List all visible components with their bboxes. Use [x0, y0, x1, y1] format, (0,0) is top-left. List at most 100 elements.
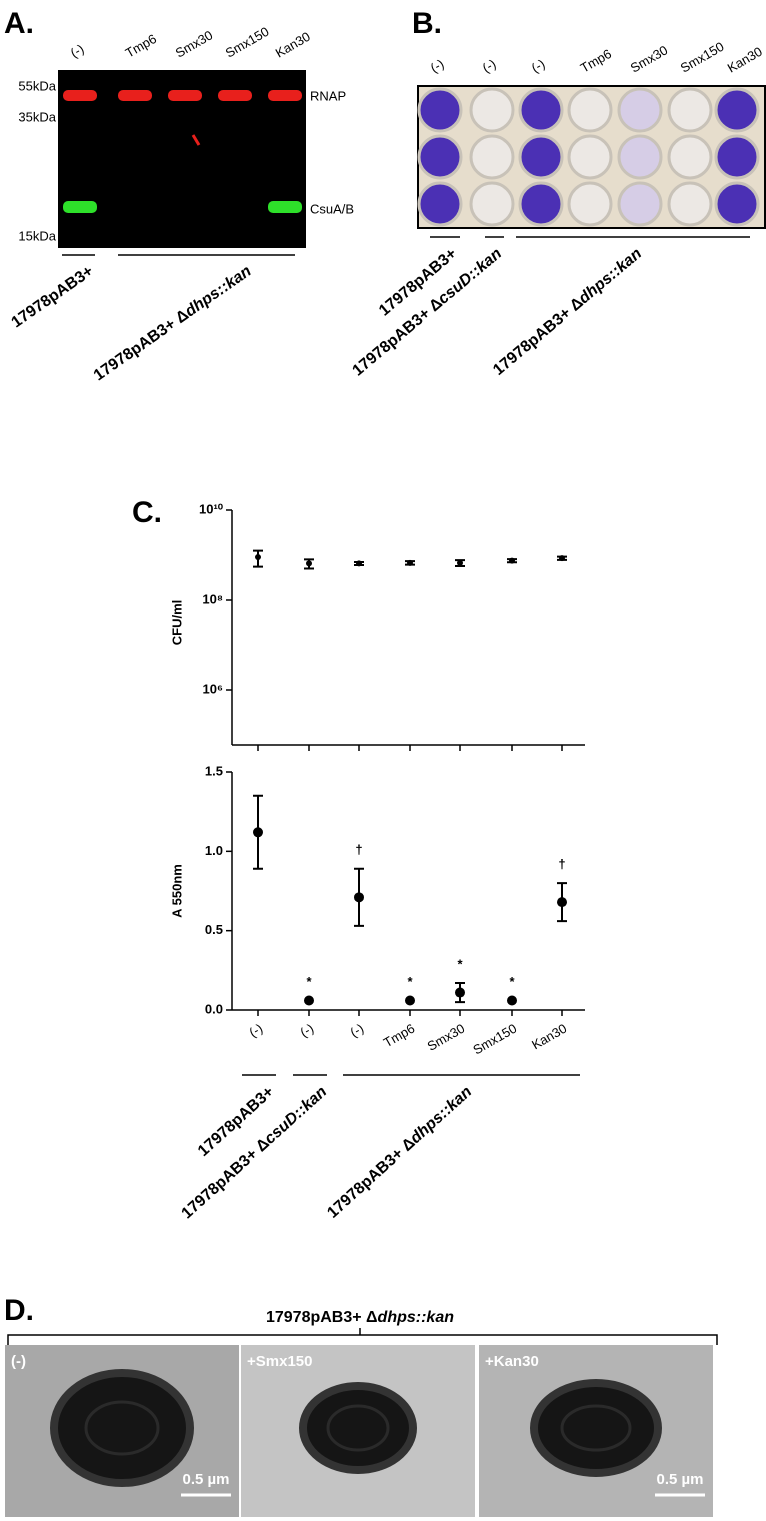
label-text: 17978pAB3+	[9, 263, 97, 332]
column-label: (-)	[480, 56, 499, 75]
well	[567, 181, 613, 227]
image-label: +Kan30	[485, 1353, 539, 1370]
lane-label: Tmp6	[123, 31, 159, 61]
x-tick-label: (-)	[297, 1021, 316, 1040]
x-tick-label: Smx150	[470, 1021, 519, 1058]
y-axis-label: A 550nm	[169, 864, 184, 918]
speck	[191, 134, 201, 146]
well	[567, 87, 613, 133]
annotation: *	[509, 974, 515, 989]
bracket	[7, 1328, 718, 1345]
y-tick-label: 10⁶	[203, 681, 223, 696]
data-point	[354, 892, 364, 903]
label-text: 17978pAB3+ Δ	[179, 1135, 273, 1222]
cell	[299, 1382, 417, 1474]
column-label: Smx150	[678, 39, 727, 76]
data-point	[455, 987, 465, 998]
well	[667, 87, 713, 133]
label-text: 17978pAB3+ Δ	[324, 1135, 418, 1222]
cell-inner	[560, 1404, 632, 1452]
label-italic: dhps::kan	[576, 245, 646, 307]
cell-inner	[84, 1400, 160, 1456]
y-tick-label: 0.0	[205, 1001, 223, 1016]
data-point	[509, 557, 515, 564]
data-point	[304, 995, 314, 1006]
well	[617, 181, 663, 227]
column-label: Smx30	[628, 42, 671, 75]
marker-label: 55kDa	[18, 78, 56, 93]
band	[268, 201, 302, 213]
marker-label: 35kDa	[18, 109, 56, 124]
panel-label: B.	[412, 7, 442, 40]
band	[218, 90, 252, 101]
label-text: 17978pAB3+ Δ	[490, 294, 586, 379]
column-label: (-)	[428, 56, 447, 75]
data-point	[306, 560, 312, 567]
lane-label: Kan30	[273, 29, 313, 61]
data-point	[356, 560, 362, 567]
band	[268, 90, 302, 101]
annotation: †	[558, 857, 565, 872]
cell	[50, 1369, 194, 1487]
y-tick-label: 10¹⁰	[199, 501, 224, 516]
data-point	[507, 995, 517, 1006]
x-tick-label: Smx30	[425, 1021, 468, 1054]
annotation: *	[407, 974, 413, 989]
panel-title: 17978pAB3+ Δdhps::kan	[266, 1309, 454, 1326]
band	[168, 90, 202, 101]
band-label: CsuA/B	[310, 201, 354, 216]
data-point	[253, 827, 263, 838]
well	[518, 134, 564, 180]
y-tick-label: 1.0	[205, 843, 223, 858]
label-italic: dhps::kan	[378, 1309, 455, 1326]
group-label: 17978pAB3+	[9, 263, 97, 332]
label-italic: dhps::kan	[407, 1083, 475, 1147]
y-tick-label: 1.5	[205, 763, 223, 778]
group-label: 17978pAB3+ Δdhps::kan	[490, 245, 645, 379]
band	[63, 90, 97, 101]
well	[617, 134, 663, 180]
panel-label: D.	[4, 1294, 34, 1327]
well	[417, 181, 463, 227]
x-tick-label: (-)	[347, 1021, 366, 1040]
label-text: 17978pAB3+ Δ	[91, 307, 192, 385]
well	[518, 87, 564, 133]
panel-label: A.	[4, 7, 34, 40]
column-label: Tmp6	[578, 46, 614, 76]
data-point	[559, 555, 565, 562]
data-point	[557, 897, 567, 908]
data-point	[255, 554, 261, 561]
group-label: 17978pAB3+ Δdhps::kan	[91, 263, 255, 385]
label-text: 17978pAB3+ Δ	[266, 1309, 378, 1326]
well	[714, 134, 760, 180]
annotation: *	[457, 956, 463, 971]
band	[63, 201, 97, 213]
well	[469, 181, 515, 227]
data-point	[457, 559, 463, 566]
y-tick-label: 10⁸	[202, 591, 223, 606]
column-label: Kan30	[725, 44, 765, 76]
well	[417, 134, 463, 180]
lane-label: Smx30	[173, 27, 216, 60]
well	[667, 134, 713, 180]
well	[714, 181, 760, 227]
well	[469, 87, 515, 133]
lane-label: Smx150	[223, 24, 272, 61]
annotation: †	[355, 842, 362, 857]
annotation: *	[306, 974, 312, 989]
image-label: (-)	[11, 1353, 26, 1370]
image-label: +Smx150	[247, 1353, 312, 1370]
well	[567, 134, 613, 180]
lane-label: (-)	[68, 41, 87, 60]
well	[518, 181, 564, 227]
panel-label: C.	[132, 496, 162, 529]
data-point	[407, 559, 413, 566]
data-point	[405, 995, 415, 1006]
group-label: 17978pAB3+ Δdhps::kan	[324, 1083, 475, 1222]
band	[118, 90, 152, 101]
well	[417, 87, 463, 133]
well	[617, 87, 663, 133]
y-tick-label: 0.5	[205, 922, 223, 937]
